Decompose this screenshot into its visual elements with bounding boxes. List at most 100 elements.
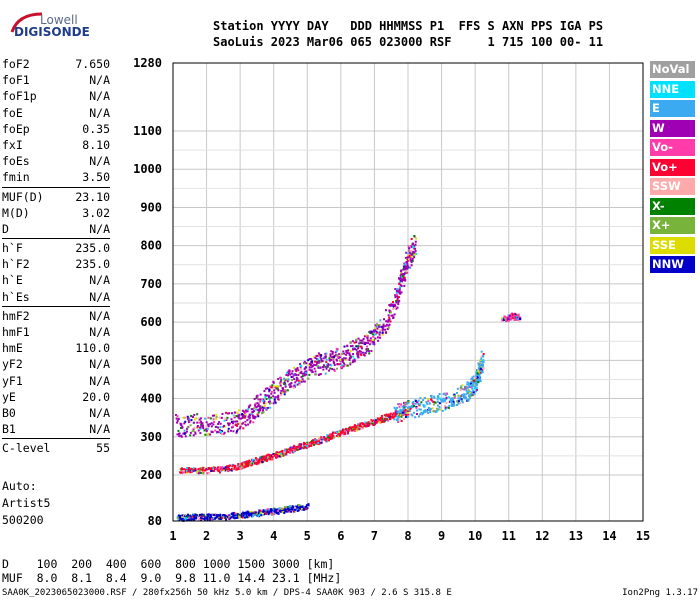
data-point xyxy=(387,326,390,329)
data-point xyxy=(193,516,196,519)
data-point xyxy=(272,513,275,516)
x-tick-label: 9 xyxy=(438,529,445,543)
data-point xyxy=(378,333,381,336)
data-point xyxy=(278,455,281,458)
data-point xyxy=(380,327,383,330)
data-point xyxy=(516,318,519,321)
data-point xyxy=(342,428,345,431)
data-point xyxy=(338,431,341,434)
data-point xyxy=(327,435,330,438)
data-point xyxy=(411,406,414,409)
data-point xyxy=(185,430,188,433)
data-point xyxy=(232,515,235,518)
data-point xyxy=(315,357,318,360)
data-point xyxy=(209,423,212,426)
data-point xyxy=(249,404,252,407)
data-point xyxy=(451,399,454,402)
data-point xyxy=(272,454,275,457)
data-point xyxy=(283,389,286,392)
x-tick-label: 15 xyxy=(636,529,650,543)
data-point xyxy=(399,277,402,280)
data-point xyxy=(220,416,223,419)
data-point xyxy=(285,452,288,455)
data-point xyxy=(215,467,218,470)
data-point xyxy=(359,425,362,428)
data-point xyxy=(270,386,273,389)
x-tick-label: 11 xyxy=(501,529,515,543)
data-point xyxy=(398,405,401,408)
plot-frame xyxy=(172,62,644,522)
data-point xyxy=(248,460,251,463)
data-point xyxy=(274,508,277,511)
data-point xyxy=(369,340,372,343)
data-point xyxy=(207,472,210,475)
data-point xyxy=(209,518,212,521)
data-point xyxy=(335,434,338,437)
data-point xyxy=(302,380,305,383)
param-name: yF1 xyxy=(2,373,23,388)
data-point xyxy=(310,358,313,361)
data-point xyxy=(270,392,273,395)
x-tick-label: 12 xyxy=(535,529,549,543)
data-point xyxy=(254,511,257,514)
data-point xyxy=(286,449,289,452)
data-point xyxy=(278,507,281,510)
data-point xyxy=(371,342,374,345)
data-point xyxy=(280,381,283,384)
data-point xyxy=(510,316,513,319)
data-point xyxy=(365,350,368,353)
data-point xyxy=(471,376,474,379)
data-point xyxy=(481,369,484,372)
data-point xyxy=(404,279,407,282)
data-point xyxy=(410,264,413,267)
legend-item: SSE xyxy=(650,236,695,254)
data-point xyxy=(503,315,506,318)
data-point xyxy=(340,366,343,369)
data-point xyxy=(237,416,240,419)
data-point xyxy=(284,384,287,387)
data-point xyxy=(339,354,342,357)
data-point xyxy=(367,350,370,353)
data-point xyxy=(388,309,391,312)
data-point xyxy=(408,266,411,269)
data-point xyxy=(241,414,244,417)
data-point xyxy=(422,411,425,414)
data-point xyxy=(269,510,272,513)
data-point xyxy=(410,404,413,407)
data-point xyxy=(236,514,239,517)
data-point xyxy=(292,386,295,389)
data-point xyxy=(376,331,379,334)
param-row: foEs N/A xyxy=(2,153,110,169)
data-point xyxy=(244,413,247,416)
data-point xyxy=(403,268,406,271)
data-point xyxy=(232,430,235,433)
data-point xyxy=(372,333,375,336)
data-point xyxy=(324,352,327,355)
data-point xyxy=(245,512,248,515)
data-point xyxy=(186,513,189,516)
data-point xyxy=(318,440,321,443)
data-point xyxy=(193,519,196,522)
data-point xyxy=(271,456,274,459)
data-point xyxy=(259,393,262,396)
data-point xyxy=(365,341,368,344)
data-point xyxy=(399,286,402,289)
data-point xyxy=(261,412,264,415)
data-point xyxy=(347,428,350,431)
data-point xyxy=(278,453,281,456)
data-point xyxy=(212,467,215,470)
data-point xyxy=(211,414,214,417)
data-point xyxy=(212,418,215,421)
data-point xyxy=(255,408,258,411)
data-point xyxy=(337,435,340,438)
data-point xyxy=(445,392,448,395)
data-point xyxy=(332,361,335,364)
data-point xyxy=(203,517,206,520)
data-point xyxy=(410,261,413,264)
data-point xyxy=(196,424,199,427)
data-point xyxy=(368,331,371,334)
data-point xyxy=(240,515,243,518)
data-point xyxy=(197,513,200,516)
data-point xyxy=(226,465,229,468)
data-point xyxy=(239,467,242,470)
